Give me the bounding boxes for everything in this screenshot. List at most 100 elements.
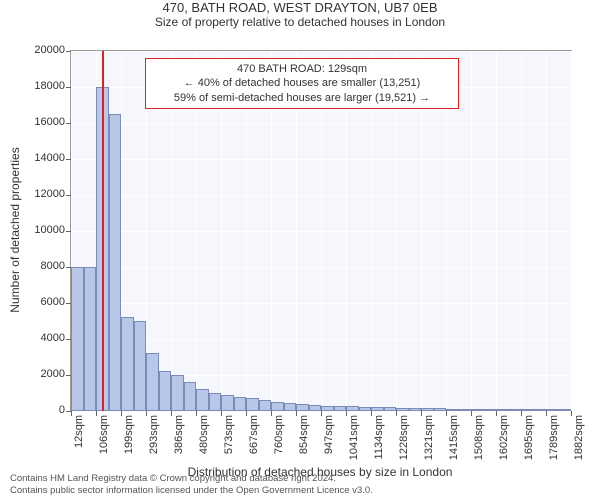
x-tick-label: 386sqm bbox=[173, 415, 185, 454]
histogram-bar bbox=[134, 321, 147, 411]
x-tick-mark bbox=[396, 411, 397, 416]
y-axis-label: Number of detached properties bbox=[8, 147, 22, 312]
x-tick-label: 1228sqm bbox=[398, 415, 410, 460]
x-tick-label: 1321sqm bbox=[423, 415, 435, 460]
x-tick-label: 573sqm bbox=[223, 415, 235, 454]
x-tick-label: 1041sqm bbox=[348, 415, 360, 460]
annotation-line1: 470 BATH ROAD: 129sqm bbox=[152, 62, 452, 76]
histogram-bar bbox=[496, 409, 509, 411]
x-tick-mark bbox=[271, 411, 272, 416]
chart-subtitle: Size of property relative to detached ho… bbox=[0, 15, 600, 29]
y-tick-label: 8000 bbox=[41, 260, 65, 272]
x-tick-label: 1134sqm bbox=[373, 415, 385, 459]
x-tick-mark bbox=[321, 411, 322, 416]
x-tick-label: 1602sqm bbox=[498, 415, 510, 460]
x-tick-label: 1882sqm bbox=[573, 415, 585, 460]
x-tick-mark bbox=[546, 411, 547, 416]
histogram-bar bbox=[484, 409, 497, 411]
x-tick-mark bbox=[246, 411, 247, 416]
histogram-bar bbox=[446, 409, 459, 411]
x-tick-label: 1789sqm bbox=[548, 415, 560, 460]
histogram-bar bbox=[559, 409, 572, 411]
annotation-line2: ← 40% of detached houses are smaller (13… bbox=[152, 76, 452, 90]
x-tick-label: 854sqm bbox=[298, 415, 310, 454]
x-tick-label: 1415sqm bbox=[448, 415, 460, 460]
gridline-v bbox=[471, 51, 472, 411]
histogram-bar bbox=[221, 395, 234, 411]
histogram-bar bbox=[271, 402, 284, 411]
x-tick-mark bbox=[446, 411, 447, 416]
gridline-v bbox=[521, 51, 522, 411]
chart-area: Number of detached properties Distributi… bbox=[70, 50, 570, 410]
histogram-bar bbox=[309, 405, 322, 411]
histogram-bar bbox=[346, 406, 359, 411]
y-tick-label: 10000 bbox=[34, 224, 65, 236]
footer-attribution: Contains HM Land Registry data © Crown c… bbox=[10, 473, 373, 496]
histogram-bar bbox=[296, 404, 309, 411]
histogram-bar bbox=[359, 407, 372, 411]
x-tick-mark bbox=[121, 411, 122, 416]
x-tick-mark bbox=[196, 411, 197, 416]
gridline-v bbox=[546, 51, 547, 411]
x-tick-label: 947sqm bbox=[323, 415, 335, 454]
marker-line bbox=[102, 51, 104, 411]
x-tick-mark bbox=[371, 411, 372, 416]
histogram-bar bbox=[534, 409, 547, 411]
x-tick-label: 199sqm bbox=[123, 415, 135, 454]
y-tick-label: 18000 bbox=[34, 80, 65, 92]
histogram-bar bbox=[434, 408, 447, 411]
histogram-bar bbox=[546, 409, 559, 411]
y-tick-label: 0 bbox=[59, 404, 65, 416]
y-tick-label: 14000 bbox=[34, 152, 65, 164]
histogram-bar bbox=[334, 406, 347, 411]
x-tick-label: 760sqm bbox=[273, 415, 285, 454]
histogram-bar bbox=[396, 408, 409, 411]
x-tick-mark bbox=[221, 411, 222, 416]
histogram-bar bbox=[259, 400, 272, 411]
histogram-bar bbox=[321, 406, 334, 411]
x-tick-label: 667sqm bbox=[248, 415, 260, 454]
x-tick-mark bbox=[471, 411, 472, 416]
histogram-bar bbox=[84, 267, 97, 411]
y-tick-label: 2000 bbox=[41, 368, 65, 380]
annotation-line3: 59% of semi-detached houses are larger (… bbox=[152, 91, 452, 105]
histogram-bar bbox=[184, 382, 197, 411]
x-tick-label: 12sqm bbox=[73, 415, 85, 448]
histogram-bar bbox=[409, 408, 422, 411]
y-tick-label: 20000 bbox=[34, 44, 65, 56]
y-tick-label: 6000 bbox=[41, 296, 65, 308]
histogram-bar bbox=[196, 389, 209, 411]
x-tick-mark bbox=[571, 411, 572, 416]
x-tick-mark bbox=[521, 411, 522, 416]
histogram-bar bbox=[234, 397, 247, 411]
x-tick-mark bbox=[296, 411, 297, 416]
histogram-bar bbox=[471, 409, 484, 411]
x-tick-mark bbox=[421, 411, 422, 416]
histogram-bar bbox=[209, 393, 222, 411]
y-tick-label: 12000 bbox=[34, 188, 65, 200]
x-tick-label: 106sqm bbox=[98, 415, 110, 454]
histogram-bar bbox=[159, 371, 172, 411]
y-tick-label: 16000 bbox=[34, 116, 65, 128]
histogram-bar bbox=[384, 407, 397, 411]
histogram-bar bbox=[509, 409, 522, 411]
x-tick-mark bbox=[496, 411, 497, 416]
histogram-bar bbox=[109, 114, 122, 411]
chart-title: 470, BATH ROAD, WEST DRAYTON, UB7 0EB bbox=[0, 0, 600, 15]
x-tick-mark bbox=[346, 411, 347, 416]
y-tick-label: 4000 bbox=[41, 332, 65, 344]
footer-line1: Contains HM Land Registry data © Crown c… bbox=[10, 473, 373, 484]
x-tick-mark bbox=[96, 411, 97, 416]
x-tick-label: 1508sqm bbox=[473, 415, 485, 460]
histogram-bar bbox=[521, 409, 534, 411]
footer-line2: Contains public sector information licen… bbox=[10, 485, 373, 496]
histogram-bar bbox=[71, 267, 84, 411]
x-tick-mark bbox=[146, 411, 147, 416]
histogram-bar bbox=[459, 409, 472, 411]
annotation-box: 470 BATH ROAD: 129sqm ← 40% of detached … bbox=[145, 58, 459, 109]
histogram-bar bbox=[421, 408, 434, 411]
x-tick-mark bbox=[171, 411, 172, 416]
gridline-v bbox=[496, 51, 497, 411]
x-tick-label: 1695sqm bbox=[523, 415, 535, 460]
histogram-bar bbox=[121, 317, 134, 411]
